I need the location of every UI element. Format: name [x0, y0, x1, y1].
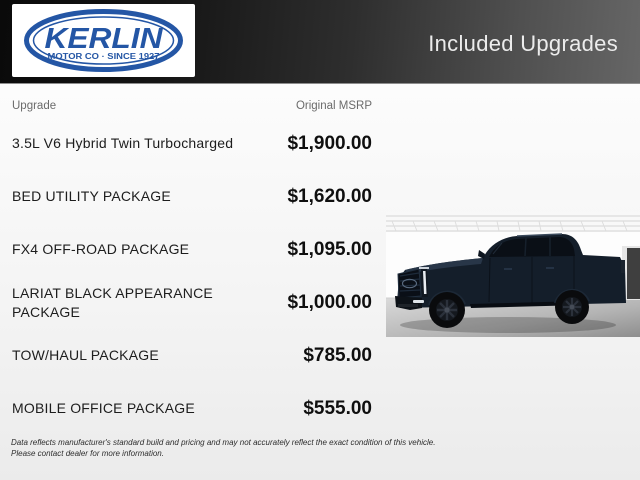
table-row: TOW/HAUL PACKAGE $785.00: [12, 329, 372, 382]
upgrade-label: FX4 OFF-ROAD PACKAGE: [12, 241, 190, 258]
page-title: Included Upgrades: [428, 31, 618, 56]
upgrade-price: $1,095.00: [287, 238, 372, 260]
upgrade-label: MOBILE OFFICE PACKAGE: [12, 400, 195, 417]
upgrade-label: LARIAT BLACK APPEARANCE PACKAGE: [12, 285, 213, 320]
disclaimer: Data reflects manufacturer's standard bu…: [11, 437, 556, 459]
upgrade-price: $785.00: [303, 344, 372, 366]
table-row: FX4 OFF-ROAD PACKAGE $1,095.00: [12, 223, 372, 276]
content-area: Upgrade Original MSRP 3.5L V6 Hybrid Twi…: [0, 84, 640, 480]
table-row: BED UTILITY PACKAGE $1,620.00: [12, 170, 372, 223]
disclaimer-line-1: Data reflects manufacturer's standard bu…: [11, 438, 436, 447]
upgrade-price: $555.00: [303, 397, 372, 419]
upgrade-price: $1,900.00: [287, 132, 372, 154]
vehicle-photo: [386, 212, 640, 337]
upgrade-label: 3.5L V6 Hybrid Twin Turbocharged: [12, 135, 234, 152]
column-header-upgrade: Upgrade: [12, 99, 57, 112]
disclaimer-line-2: Please contact dealer for more informati…: [11, 449, 164, 458]
dealer-logo: KERLIN MOTOR CO · SINCE 1927: [12, 4, 195, 77]
truck-illustration-icon: [386, 212, 640, 337]
table-row: 3.5L V6 Hybrid Twin Turbocharged $1,900.…: [12, 117, 372, 170]
logo-subtext: MOTOR CO · SINCE 1927: [48, 52, 161, 61]
upgrade-label: BED UTILITY PACKAGE: [12, 188, 171, 205]
upgrade-price: $1,620.00: [287, 185, 372, 207]
table-row: LARIAT BLACK APPEARANCE PACKAGE $1,000.0…: [12, 276, 372, 329]
upgrade-price: $1,000.00: [287, 291, 372, 313]
column-header-msrp: Original MSRP: [295, 99, 372, 112]
table-header-row: Upgrade Original MSRP: [12, 94, 372, 117]
header-bar: KERLIN MOTOR CO · SINCE 1927 Included Up…: [0, 0, 640, 84]
upgrades-table: Upgrade Original MSRP 3.5L V6 Hybrid Twi…: [12, 94, 372, 435]
table-row: MOBILE OFFICE PACKAGE $555.00: [12, 382, 372, 435]
upgrade-label: TOW/HAUL PACKAGE: [12, 347, 159, 364]
dealer-logo-oval-icon: KERLIN MOTOR CO · SINCE 1927: [24, 9, 183, 72]
logo-name: KERLIN: [45, 23, 164, 55]
